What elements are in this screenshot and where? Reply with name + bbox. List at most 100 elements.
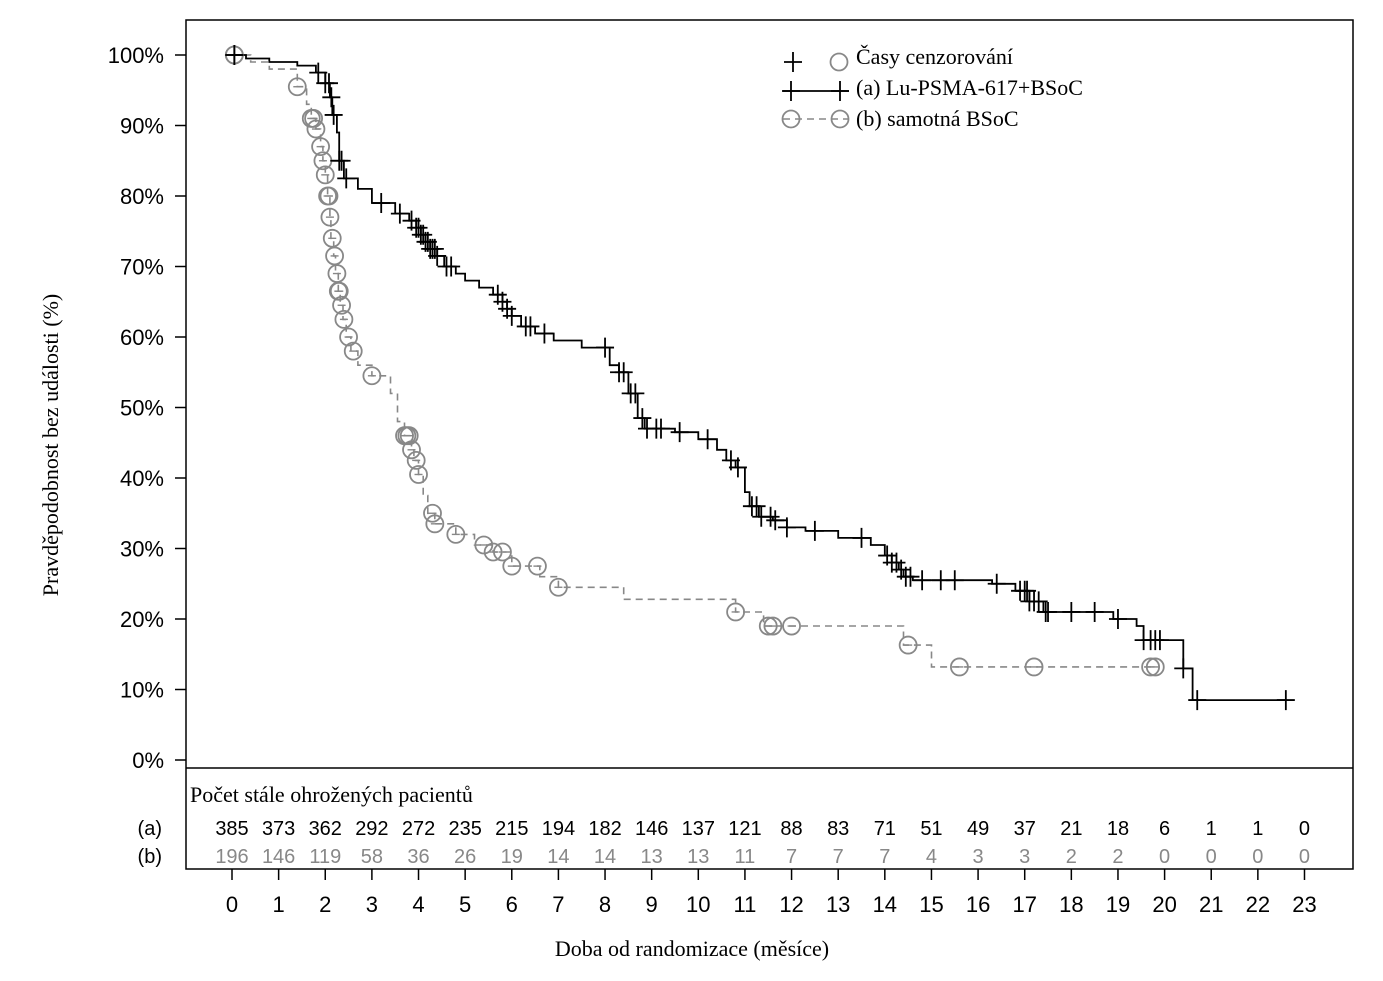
legend-censor-circle-icon <box>829 52 849 72</box>
series-a-censor-mark <box>442 256 461 277</box>
series-b-censor-mark <box>409 465 428 484</box>
series-b-censor-mark <box>502 556 522 576</box>
risk-value-a: 88 <box>780 818 802 840</box>
legend-censor-plus-icon <box>784 52 802 72</box>
risk-value-a: 1 <box>1252 818 1263 840</box>
series-b-censor-mark <box>528 556 547 576</box>
x-tick-label: 0 <box>226 892 238 917</box>
risk-value-a: 83 <box>827 818 849 840</box>
series-b-censor-mark <box>319 186 339 206</box>
risk-value-b: 7 <box>879 846 890 868</box>
series-b-censor-mark <box>763 616 783 636</box>
risk-value-b: 119 <box>309 846 341 868</box>
risk-value-b: 14 <box>547 846 569 868</box>
risk-value-a: 292 <box>355 818 388 840</box>
y-tick-label: 60% <box>120 325 164 350</box>
series-b-censor-mark <box>287 77 307 97</box>
series-b-censor-mark <box>726 602 746 622</box>
x-tick-label: 5 <box>459 892 471 917</box>
series-a-censor-mark <box>728 457 747 478</box>
x-tick-label: 16 <box>966 892 990 917</box>
x-tick-label: 17 <box>1012 892 1036 917</box>
series-b-censor-mark <box>425 514 445 534</box>
series-b-censor-mark <box>362 366 382 386</box>
series-a-censor-mark <box>390 203 409 224</box>
series-a-censor-mark <box>747 496 766 517</box>
series-a-censor-mark <box>332 150 351 171</box>
series-b-censor-mark <box>325 246 344 266</box>
risk-value-a: 272 <box>402 818 435 840</box>
risk-value-b: 7 <box>786 846 797 868</box>
series-b-censor-mark <box>423 503 442 523</box>
risk-value-a: 71 <box>874 818 896 840</box>
series-a-line <box>232 54 1286 701</box>
series-a-censor-mark <box>1018 580 1037 601</box>
legend-entry-a: (a) Lu-PSMA-617+BSoC <box>856 75 1083 100</box>
y-tick-label: 10% <box>120 678 164 703</box>
plot-frame <box>185 19 1354 870</box>
x-tick-label: 22 <box>1246 892 1270 917</box>
legend-circle-b-icon <box>781 109 801 129</box>
series-b-censor-mark <box>315 165 335 185</box>
x-tick-label: 18 <box>1059 892 1083 917</box>
risk-value-b: 3 <box>1019 846 1030 868</box>
x-tick-label: 4 <box>412 892 424 917</box>
series-b-censor-mark <box>399 426 419 446</box>
series-b-censor-mark <box>1145 657 1165 677</box>
risk-value-a: 1 <box>1206 818 1217 840</box>
y-axis-label: Pravděpodobnost bez události (%) <box>38 294 63 596</box>
risk-value-a: 362 <box>309 818 342 840</box>
series-a-censor-mark <box>372 193 391 214</box>
x-tick-label: 8 <box>599 892 611 917</box>
series-a-censor-mark <box>805 520 824 541</box>
series-a-censor-mark <box>337 168 356 189</box>
y-tick-label: 100% <box>108 43 164 68</box>
series-a-censor-mark <box>502 305 521 326</box>
x-tick-label: 11 <box>734 892 757 917</box>
series-a-censor-mark <box>987 573 1006 594</box>
x-tick-label: 3 <box>366 892 378 917</box>
risk-value-b: 196 <box>215 846 248 868</box>
series-a-censor-mark <box>614 362 633 383</box>
risk-value-b: 26 <box>454 846 476 868</box>
x-tick-label: 2 <box>319 892 331 917</box>
series-b-censor-mark <box>306 119 326 139</box>
series-a-censor-mark <box>913 570 932 591</box>
x-tick-label: 23 <box>1292 892 1316 917</box>
risk-value-a: 121 <box>728 818 761 840</box>
risk-value-a: 385 <box>215 818 248 840</box>
series-b-censor-mark <box>950 657 969 677</box>
risk-value-a: 21 <box>1060 818 1082 840</box>
series-b-censor-mark <box>322 228 342 248</box>
risk-value-a: 182 <box>588 818 621 840</box>
risk-value-a: 37 <box>1014 818 1036 840</box>
risk-value-b: 13 <box>641 846 663 868</box>
series-a-censor-mark <box>1029 591 1048 612</box>
x-tick-label: 9 <box>646 892 658 917</box>
series-b-censor-mark <box>782 616 801 636</box>
series-b-censor-mark <box>406 450 426 470</box>
series-a-censor-mark <box>670 422 689 443</box>
risk-value-b: 58 <box>361 846 383 868</box>
x-tick-label: 15 <box>919 892 943 917</box>
series-a-censor-mark <box>852 527 871 548</box>
series-a-censor-mark <box>1174 658 1193 679</box>
risk-value-b: 2 <box>1066 846 1077 868</box>
series-b-censor-mark <box>898 635 918 655</box>
y-tick-label: 80% <box>120 184 164 209</box>
series-a-censor-mark <box>319 73 338 94</box>
series-a-censor-mark <box>324 104 343 125</box>
x-tick-label: 20 <box>1152 892 1176 917</box>
series-b-censor-mark <box>311 137 330 157</box>
x-tick-label: 7 <box>552 892 564 917</box>
risk-table-title: Počet stále ohrožených pacientů <box>190 782 473 807</box>
series-a-censor-mark <box>761 506 780 527</box>
y-tick-label: 20% <box>120 607 164 632</box>
x-axis-label: Doba od randomizace (měsíce) <box>555 936 829 961</box>
legend-plus-a-icon <box>782 81 800 101</box>
x-tick-label: 1 <box>273 892 285 917</box>
series-b-censor-mark <box>320 207 340 227</box>
y-tick-label: 40% <box>120 466 164 491</box>
series-a-censor-mark <box>626 383 645 404</box>
risk-value-b: 3 <box>973 846 984 868</box>
